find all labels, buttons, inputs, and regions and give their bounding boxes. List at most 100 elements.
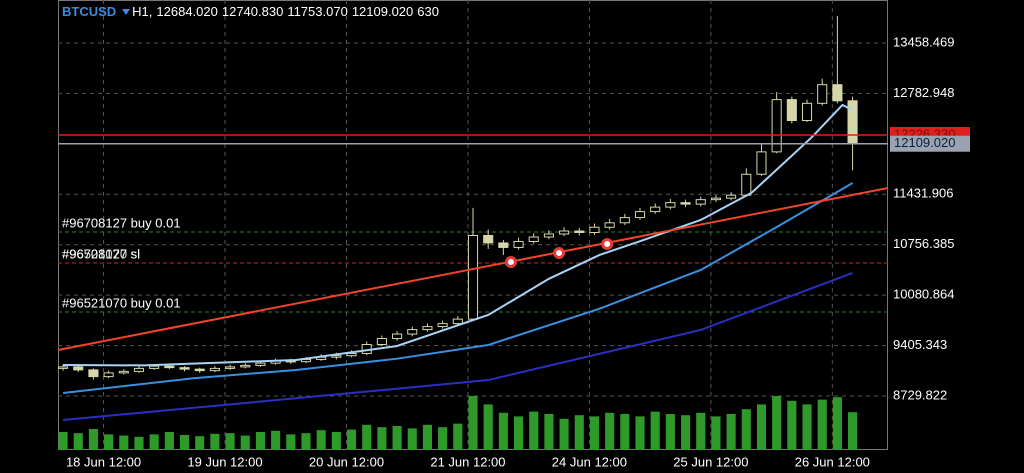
candle-body	[786, 99, 797, 122]
candle-body	[422, 326, 433, 331]
volume-bar	[179, 435, 190, 450]
price-area	[57, 15, 889, 421]
candle-body	[376, 338, 387, 345]
candle-body	[118, 370, 129, 374]
candle-body	[209, 367, 220, 372]
volume-bar	[240, 435, 250, 450]
volume	[58, 396, 858, 450]
candle-body	[817, 84, 828, 104]
candle-body	[346, 352, 357, 357]
candle-body	[619, 217, 630, 224]
candle-body	[255, 362, 266, 366]
candle-body	[801, 102, 813, 122]
y-tick-label: 13458.469	[893, 34, 954, 49]
volume-bar	[696, 412, 706, 450]
volume-bar	[225, 433, 235, 450]
volume-bar	[681, 415, 691, 450]
volume-bar	[88, 429, 98, 450]
y-tick-label: 12782.948	[893, 85, 954, 100]
volume-bar	[438, 427, 448, 450]
candle-body	[164, 365, 175, 369]
volume-bar	[498, 412, 508, 450]
volume-bar	[255, 432, 265, 450]
candle-body	[73, 366, 84, 371]
volume-bar	[589, 416, 600, 450]
volume-bar	[650, 411, 660, 450]
y-tick-label: 10756.385	[893, 236, 954, 251]
y-tick-label: 10080.864	[893, 287, 954, 302]
candle-body	[559, 230, 570, 235]
volume-bar	[134, 436, 144, 450]
overlay: #96708127 buy 0.01#96708127 sl#96521070 …	[58, 126, 970, 310]
x-tick-label: 26 Jun 12:00	[795, 454, 870, 469]
volume-bar	[802, 404, 812, 450]
y-tick-label: 11431.906	[893, 186, 954, 201]
volume-bar	[787, 400, 797, 450]
x-tick-label: 19 Jun 12:00	[187, 454, 262, 469]
order-label: #96521070 sl	[62, 246, 140, 261]
candle-body	[452, 318, 463, 325]
volume-bar	[726, 414, 736, 450]
candle-body	[604, 222, 615, 228]
candle-body	[467, 234, 479, 320]
volume: 630	[417, 4, 439, 19]
candle-body	[650, 206, 661, 213]
symbol[interactable]: BTCUSD	[62, 4, 116, 19]
candle-body	[407, 329, 418, 335]
candle-body	[847, 100, 858, 145]
candle-body	[710, 197, 721, 201]
moving-average	[63, 103, 854, 367]
period: H1,	[132, 4, 152, 19]
candle-body	[665, 202, 676, 208]
x-tick-label: 21 Jun 12:00	[430, 454, 505, 469]
volume-bar	[848, 412, 858, 450]
volume-bar	[104, 434, 114, 450]
candle-body	[680, 202, 691, 205]
volume-bar	[620, 414, 630, 450]
volume-bar	[483, 404, 493, 450]
candle-body	[726, 194, 737, 199]
candle-body	[498, 242, 509, 248]
volume-bar	[665, 414, 675, 450]
candle-body	[437, 323, 448, 328]
high: 12740.830	[222, 4, 283, 19]
x-tick-label: 24 Jun 12:00	[552, 454, 627, 469]
order-label: #96708127 buy 0.01	[62, 215, 181, 230]
price-line-label: 12109.020	[894, 135, 955, 150]
candle-body	[695, 199, 706, 205]
volume-bar	[635, 416, 645, 450]
candle-body	[483, 234, 494, 244]
symbol-dropdown[interactable]	[122, 9, 130, 15]
volume-bar	[756, 404, 767, 450]
candle-body	[392, 333, 403, 340]
candle-body	[331, 355, 342, 358]
order-label: #96708127 sl	[62, 246, 140, 261]
open: 12684.020	[156, 4, 217, 19]
volume-bar	[377, 427, 387, 450]
moving-average	[62, 272, 853, 421]
order-label: #96521070 buy 0.01	[62, 295, 181, 310]
volume-bar	[286, 434, 296, 450]
trendline	[57, 187, 889, 352]
candle-body	[179, 367, 190, 370]
candle-body	[832, 84, 843, 102]
y-tick-label: 8729.822	[893, 387, 947, 402]
candle-body	[88, 369, 99, 378]
volume-bar	[301, 433, 311, 450]
candle-body	[240, 364, 251, 368]
volume-bar	[422, 424, 433, 450]
volume-bar	[346, 429, 357, 450]
volume-bar	[362, 424, 372, 450]
volume-bar	[210, 433, 220, 450]
volume-bar	[58, 432, 68, 450]
volume-bar	[605, 412, 615, 450]
moving-average	[62, 182, 854, 395]
volume-bar	[574, 415, 584, 450]
trade-marker	[553, 246, 566, 259]
candle-body	[225, 366, 236, 369]
y-tick-label: 9405.343	[893, 337, 947, 352]
candle-body	[513, 240, 524, 248]
volume-bar	[392, 426, 402, 450]
volume-bar	[73, 433, 83, 450]
trade-marker	[601, 238, 614, 251]
